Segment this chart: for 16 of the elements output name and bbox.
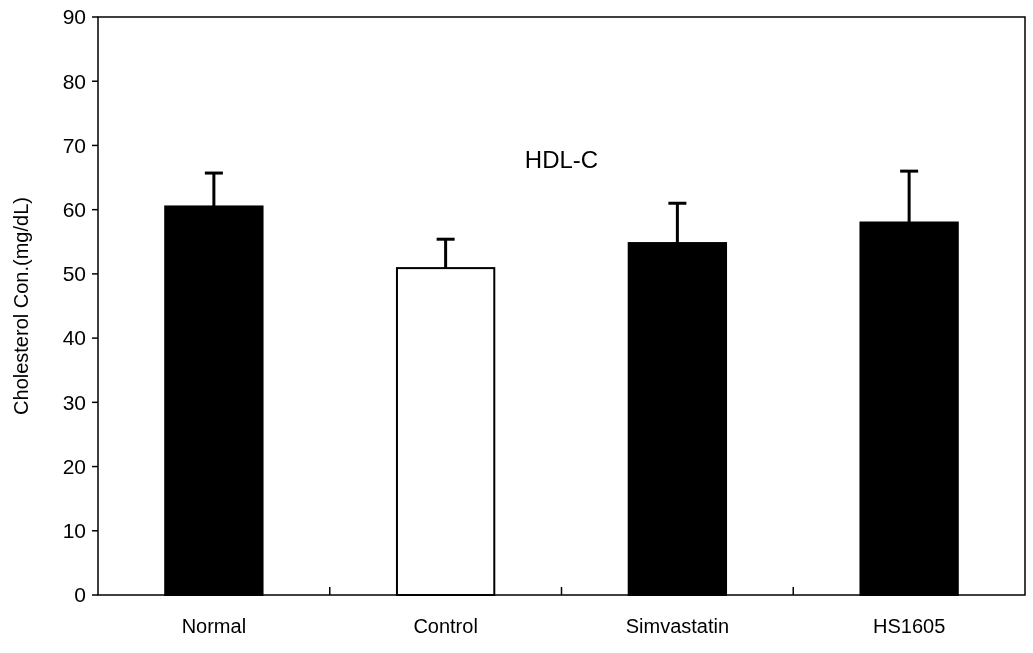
y-axis-title: Cholesterol Con.(mg/dL) [10, 197, 32, 415]
y-tick-label: 10 [62, 519, 86, 543]
y-tick-label: 90 [62, 5, 86, 29]
y-tick-label: 50 [62, 262, 86, 286]
y-tick-label: 70 [62, 133, 86, 157]
y-tick-label: 0 [74, 583, 86, 607]
y-tick-label: 80 [62, 69, 86, 93]
y-tick-label: 40 [62, 326, 86, 350]
x-tick-label: HS1605 [872, 615, 946, 637]
x-tick-label: Normal [181, 615, 247, 637]
x-tick-label: Control [413, 615, 478, 637]
y-tick-label: 60 [62, 198, 86, 222]
y-tick-label: 30 [62, 390, 86, 414]
x-tick-label: Simvastatin [625, 615, 730, 637]
text: HDL-C [524, 146, 599, 173]
y-tick-label: 20 [62, 454, 86, 478]
